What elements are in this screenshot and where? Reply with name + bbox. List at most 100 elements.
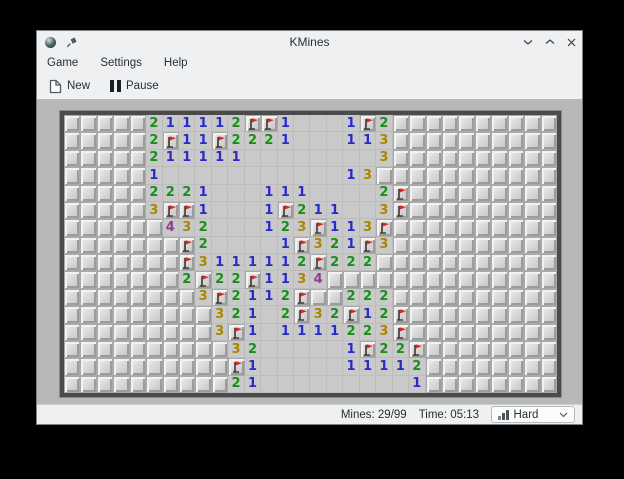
cell-r11-c12[interactable]: 1: [244, 288, 262, 307]
cell-r15-c24[interactable]: [441, 358, 459, 376]
cell-r11-c21[interactable]: [392, 288, 410, 307]
cell-r5-c25[interactable]: [458, 184, 475, 202]
cell-r5-c26[interactable]: [474, 184, 492, 202]
cell-r5-c3[interactable]: [96, 184, 114, 202]
cell-r16-c14[interactable]: [277, 375, 295, 393]
cell-r8-c18[interactable]: 1: [343, 236, 360, 254]
cell-r7-c25[interactable]: [458, 219, 475, 237]
cell-r5-c17[interactable]: [326, 184, 344, 202]
cell-r12-c20[interactable]: 2: [376, 306, 393, 324]
cell-r10-c7[interactable]: [162, 271, 180, 289]
cell-r11-c24[interactable]: [441, 288, 459, 307]
cell-r2-c7[interactable]: [162, 132, 180, 150]
cell-r13-c16[interactable]: 1: [310, 323, 327, 341]
cell-r10-c17[interactable]: [326, 271, 344, 289]
cell-r8-c8[interactable]: [179, 236, 196, 254]
cell-r2-c30[interactable]: [540, 132, 557, 150]
cell-r15-c6[interactable]: [146, 358, 163, 376]
cell-r14-c19[interactable]: [359, 340, 377, 359]
cell-r6-c23[interactable]: [425, 201, 442, 220]
cell-r16-c21[interactable]: [392, 375, 410, 393]
cell-r3-c1[interactable]: [64, 149, 81, 168]
cell-r16-c26[interactable]: [474, 375, 492, 393]
cell-r4-c17[interactable]: [326, 167, 344, 185]
cell-r1-c18[interactable]: 1: [343, 115, 360, 133]
cell-r4-c9[interactable]: [195, 167, 212, 185]
cell-r6-c21[interactable]: [392, 201, 410, 220]
cell-r11-c23[interactable]: [425, 288, 442, 307]
cell-r4-c16[interactable]: [310, 167, 327, 185]
difficulty-dropdown[interactable]: Hard: [491, 406, 575, 423]
cell-r7-c30[interactable]: [540, 219, 557, 237]
cell-r2-c17[interactable]: [326, 132, 344, 150]
cell-r13-c21[interactable]: [392, 323, 410, 341]
pause-button[interactable]: Pause: [110, 80, 159, 92]
cell-r6-c15[interactable]: 2: [294, 201, 311, 220]
cell-r11-c6[interactable]: [146, 288, 163, 307]
cell-r14-c29[interactable]: [524, 340, 541, 359]
cell-r3-c17[interactable]: [326, 149, 344, 168]
cell-r5-c16[interactable]: [310, 184, 327, 202]
cell-r15-c29[interactable]: [524, 358, 541, 376]
cell-r16-c20[interactable]: [376, 375, 393, 393]
cell-r9-c20[interactable]: [376, 254, 393, 272]
cell-r8-c2[interactable]: [80, 236, 97, 254]
cell-r15-c1[interactable]: [64, 358, 81, 376]
cell-r14-c9[interactable]: [195, 340, 212, 359]
cell-r3-c5[interactable]: [129, 149, 147, 168]
cell-r3-c27[interactable]: [491, 149, 508, 168]
cell-r16-c3[interactable]: [96, 375, 114, 393]
cell-r11-c20[interactable]: 2: [376, 288, 393, 307]
cell-r4-c25[interactable]: [458, 167, 475, 185]
cell-r2-c13[interactable]: 2: [261, 132, 278, 150]
cell-r15-c22[interactable]: 2: [409, 358, 426, 376]
cell-r1-c5[interactable]: [129, 115, 147, 133]
cell-r14-c1[interactable]: [64, 340, 81, 359]
cell-r13-c20[interactable]: 3: [376, 323, 393, 341]
cell-r12-c10[interactable]: 3: [211, 306, 229, 324]
cell-r6-c10[interactable]: [211, 201, 229, 220]
cell-r10-c11[interactable]: 2: [228, 271, 245, 289]
cell-r1-c13[interactable]: [261, 115, 278, 133]
cell-r8-c10[interactable]: [211, 236, 229, 254]
menu-game[interactable]: Game: [47, 57, 79, 69]
cell-r7-c3[interactable]: [96, 219, 114, 237]
cell-r4-c28[interactable]: [507, 167, 525, 185]
cell-r4-c5[interactable]: [129, 167, 147, 185]
cell-r8-c5[interactable]: [129, 236, 147, 254]
cell-r1-c20[interactable]: 2: [376, 115, 393, 133]
cell-r13-c1[interactable]: [64, 323, 81, 341]
cell-r6-c20[interactable]: 3: [376, 201, 393, 220]
cell-r6-c6[interactable]: 3: [146, 201, 163, 220]
cell-r5-c5[interactable]: [129, 184, 147, 202]
cell-r12-c26[interactable]: [474, 306, 492, 324]
cell-r13-c4[interactable]: [113, 323, 130, 341]
close-icon[interactable]: [567, 38, 576, 47]
cell-r13-c27[interactable]: [491, 323, 508, 341]
cell-r3-c9[interactable]: 1: [195, 149, 212, 168]
cell-r8-c27[interactable]: [491, 236, 508, 254]
cell-r5-c24[interactable]: [441, 184, 459, 202]
cell-r2-c15[interactable]: [294, 132, 311, 150]
cell-r10-c15[interactable]: 3: [294, 271, 311, 289]
cell-r11-c30[interactable]: [540, 288, 557, 307]
cell-r6-c17[interactable]: 1: [326, 201, 344, 220]
cell-r9-c18[interactable]: 2: [343, 254, 360, 272]
menu-help[interactable]: Help: [163, 57, 188, 69]
cell-r4-c24[interactable]: [441, 167, 459, 185]
cell-r14-c26[interactable]: [474, 340, 492, 359]
cell-r2-c6[interactable]: 2: [146, 132, 163, 150]
cell-r15-c12[interactable]: 1: [244, 358, 262, 376]
cell-r15-c18[interactable]: 1: [343, 358, 360, 376]
cell-r6-c30[interactable]: [540, 201, 557, 220]
cell-r13-c8[interactable]: [179, 323, 196, 341]
cell-r2-c11[interactable]: 2: [228, 132, 245, 150]
cell-r1-c7[interactable]: 1: [162, 115, 180, 133]
cell-r10-c18[interactable]: [343, 271, 360, 289]
cell-r3-c6[interactable]: 2: [146, 149, 163, 168]
cell-r5-c6[interactable]: 2: [146, 184, 163, 202]
cell-r6-c11[interactable]: [228, 201, 245, 220]
cell-r3-c18[interactable]: [343, 149, 360, 168]
cell-r11-c29[interactable]: [524, 288, 541, 307]
cell-r16-c17[interactable]: [326, 375, 344, 393]
